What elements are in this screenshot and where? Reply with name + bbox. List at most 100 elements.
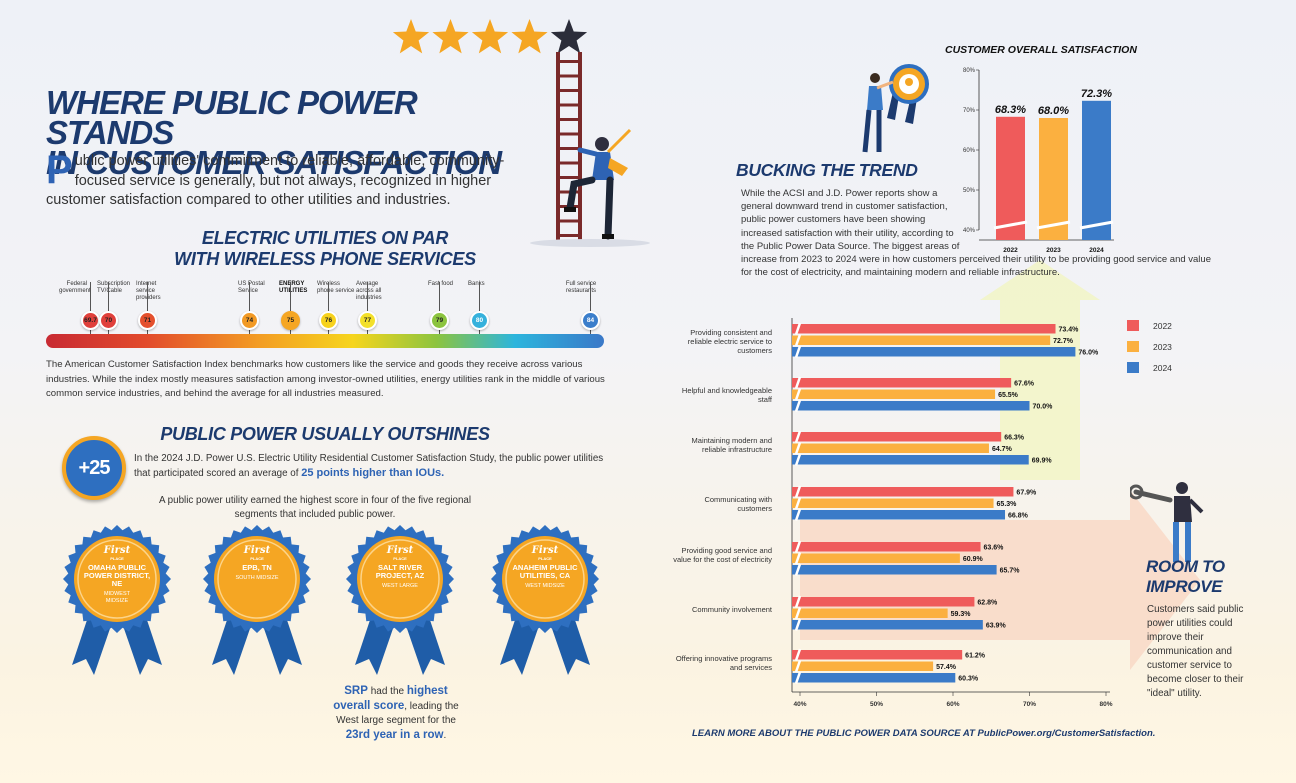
attribute-value-label: 62.8% [977,600,998,607]
scale-value-dot: 71 [138,311,157,330]
attribute-value-label: 70.0% [1033,404,1054,411]
ribbon-first: First [386,545,414,556]
attribute-value-label: 63.9% [986,623,1007,630]
overall-chart-title: CUSTOMER OVERALL SATISFACTION [945,44,1137,56]
attribute-value-label: 73.4% [1059,327,1080,334]
ribbon-segment: WEST MIDSIZE [525,583,565,589]
attribute-bar [792,498,994,508]
attribute-value-label: 66.8% [1008,513,1029,520]
axis-break [794,388,802,401]
attribute-value-label: 61.2% [965,653,986,660]
legend-item: 2023 [1127,341,1172,352]
award-ribbon: First PLACE ANAHEIM PUBLIC UTILITIES, CA WE… [490,525,600,685]
overall-bar [1082,100,1111,240]
scale-value-dot: 69.7 [81,311,100,330]
axis-break [993,220,1028,230]
section1-title: ELECTRIC UTILITIES ON PAR WITH WIRELESS … [174,228,476,269]
ribbon-first: First [531,545,559,556]
scale-value-dot: 75 [281,311,300,330]
attribute-bar [792,487,1014,497]
scale-tick [290,282,291,334]
worker-wrench-illustration [1128,478,1210,568]
axis-break [794,345,802,358]
axis-break [794,322,802,335]
attribute-value-label: 60.3% [958,676,979,683]
attribute-category-label: Community involvement [691,605,772,614]
legend-swatch [1127,362,1139,373]
axis-break [1079,220,1114,230]
scale-tick [439,282,440,334]
attribute-bar [792,661,934,671]
legend-item: 2024 [1127,362,1172,373]
attribute-bar [792,347,1076,357]
scale-tick [590,282,591,334]
bucking-paragraph: While the ACSI and J.D. Power reports sh… [741,188,1211,279]
x-tick-label: 60% [946,701,959,708]
legend-label: 2023 [1153,341,1172,352]
attribute-category-label: Providing consistent and reliable electr… [687,327,772,355]
y-tick-label: 80% [963,68,976,74]
scale-value-dot: 79 [430,311,449,330]
scale-tick [328,282,329,334]
axis-break [794,508,802,521]
scale-label: Federal government [59,281,91,294]
scale-value-dot: 74 [240,311,259,330]
scale-tick [367,282,368,334]
footer-link-text[interactable]: LEARN MORE ABOUT THE PUBLIC POWER DATA S… [692,728,1156,739]
attribute-category-label: Maintaining modern and reliable infrastr… [691,435,772,454]
ribbon-place: PLACE [110,556,124,561]
axis-break [794,334,802,347]
scale-value-dot: 84 [581,311,600,330]
ribbon-place: PLACE [538,556,552,561]
attribute-category-label: Offering innovative programs and service… [675,653,772,672]
axis-break [794,497,802,510]
overall-bar [1039,118,1068,240]
attribute-bar [792,565,997,575]
ribbon-utility-name: SALT RIVER PROJECT, AZ [375,563,425,580]
attribute-value-label: 67.6% [1014,381,1035,388]
overall-value-label: 72.3% [1081,88,1112,100]
bucking-title: BUCKING THE TREND [736,160,918,180]
star-rating [392,18,592,58]
attribute-bar [792,432,1002,442]
axis-break [1036,220,1071,230]
scale-label: Average across all industries [356,281,382,301]
attribute-bar [792,324,1056,334]
ribbon-first: First [103,545,131,556]
scale-tick [249,282,250,334]
attribute-bar [792,608,948,618]
attribute-value-label: 65.3% [997,501,1018,508]
axis-break [794,430,802,443]
intro-dropcap: P [46,148,73,192]
ribbon-segment: WEST LARGE [382,583,418,589]
scale-tick [108,282,109,334]
scale-label: ENERGY UTILITIES [279,281,308,294]
section2-title: PUBLIC POWER USUALLY OUTSHINES [160,424,490,444]
attribute-value-label: 57.4% [936,664,957,671]
attribute-value-label: 59.3% [951,611,972,618]
scale-label: Fast food [428,281,454,287]
star-icon [511,19,548,54]
x-tick-label: 50% [870,701,883,708]
x-tick-label: 40% [793,701,806,708]
scale-label: Internet service providers [136,281,161,301]
attribute-value-label: 65.5% [998,392,1019,399]
acsi-paragraph: The American Customer Satisfaction Index… [46,359,605,399]
scale-label: US Postal Service [238,281,265,294]
plus25-badge: +25 [62,436,126,500]
scale-value-dot: 70 [99,311,118,330]
scale-tick [90,282,91,334]
attribute-bar [792,597,975,607]
ribbon-first: First [243,545,271,556]
overall-bar [996,116,1025,240]
attribute-value-label: 63.6% [984,545,1005,552]
room-text: Customers said public power utilities co… [1147,604,1244,699]
page-title: WHERE PUBLIC POWER STANDS IN CUSTOMER SA… [46,84,502,181]
attribute-bar [792,443,989,453]
scale-label: Full service restaurants [565,281,597,294]
axis-break [794,618,802,631]
overall-satisfaction-chart: 80% 70% 60% 50% 40% 68.3% 2022 68.0% 2023 72.3% 20… [963,68,1114,254]
scale-label: Banks [468,281,485,287]
attribute-category-label: Communicating with customers [704,495,772,513]
ribbon-segment: SOUTH MIDSIZE [235,575,279,581]
